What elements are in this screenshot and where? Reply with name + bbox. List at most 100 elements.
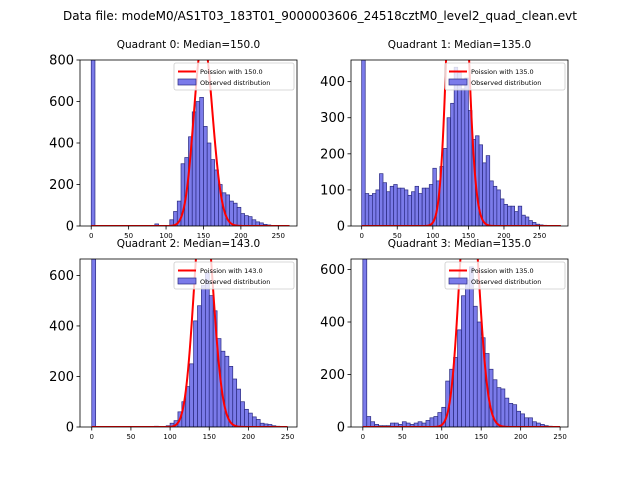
- histogram-bar: [193, 320, 198, 427]
- histogram-bar: [472, 305, 478, 427]
- histogram-bar: [228, 366, 234, 427]
- x-tick-label: 50: [124, 232, 133, 240]
- panel-title: Quadrant 1: Median=135.0: [388, 39, 531, 51]
- x-tick-label: 0: [89, 232, 93, 240]
- y-tick-label: 400: [320, 75, 345, 90]
- histogram-bar: [524, 216, 530, 226]
- histogram-bar: [393, 184, 398, 226]
- histogram-bar: [199, 96, 204, 226]
- x-tick-label: 150: [475, 433, 488, 441]
- y-tick-label: 0: [66, 421, 74, 436]
- y-tick-label: 0: [337, 421, 345, 436]
- histogram-bar: [206, 142, 212, 226]
- histogram-bar: [248, 412, 253, 427]
- poisson-curve: [91, 60, 290, 226]
- histogram-bar: [517, 205, 523, 226]
- histogram-bar: [457, 329, 462, 427]
- x-tick-label: 50: [393, 232, 402, 240]
- x-tick-label: 50: [398, 433, 407, 441]
- subplot-grid: 0 50 100 150 200 250 0 200 400 600 800 Quadrant 0: …: [49, 39, 569, 441]
- histogram-bar: [450, 102, 455, 226]
- plot-area: [91, 259, 288, 427]
- histogram-bar: [469, 266, 474, 427]
- y-tick-label: 400: [49, 137, 74, 152]
- poisson-curve: [91, 259, 288, 427]
- x-tick-label: 100: [159, 232, 172, 240]
- histogram-bar: [524, 417, 529, 427]
- histogram-bar: [418, 193, 423, 226]
- histogram-bar: [208, 295, 214, 427]
- legend-label-poisson: Poission with 135.0: [471, 68, 534, 76]
- histogram-bar: [516, 410, 522, 427]
- x-tick-label: 100: [163, 433, 176, 441]
- histogram-bar: [512, 404, 518, 427]
- histogram-bar: [404, 189, 409, 226]
- histogram-bar: [457, 72, 462, 226]
- x-tick-label: 150: [203, 433, 216, 441]
- quadrant-panel-0: 0 50 100 150 200 250 0 200 400 600 800 Quadrant 0: …: [49, 39, 298, 240]
- histogram-bar: [386, 191, 391, 226]
- x-tick-label: 250: [553, 433, 566, 441]
- histogram-bar: [521, 214, 526, 226]
- histogram-bar: [429, 417, 435, 427]
- histogram-bar: [204, 272, 210, 427]
- y-tick-label: 100: [320, 183, 345, 198]
- histogram-bar: [510, 205, 515, 226]
- legend-label-observed: Observed distribution: [200, 278, 270, 286]
- legend: Poission with 135.0 Observed distribution: [444, 261, 566, 290]
- legend-bar-swatch: [177, 78, 197, 86]
- histogram-bar: [407, 194, 412, 226]
- histogram-bar: [428, 184, 434, 226]
- histogram-bar: [489, 180, 494, 226]
- y-tick-label: 800: [49, 54, 74, 69]
- histogram-bar: [433, 416, 439, 427]
- histogram-bar: [240, 213, 245, 226]
- histogram-bar: [507, 205, 512, 226]
- legend-label-observed: Observed distribution: [471, 278, 541, 286]
- legend: Poission with 143.0 Observed distribution: [173, 261, 295, 290]
- histogram-bar: [203, 126, 208, 226]
- x-tick-label: 250: [533, 232, 546, 240]
- histogram-bar: [90, 60, 96, 226]
- y-tick-label: 0: [337, 220, 345, 235]
- legend-bar-swatch: [448, 78, 468, 86]
- histogram-bar: [476, 321, 482, 427]
- histogram-bar: [248, 216, 253, 226]
- axes-frame: [350, 258, 569, 428]
- histogram-bar: [460, 88, 466, 226]
- histogram-bar: [461, 295, 466, 427]
- legend: Poission with 135.0 Observed distribution: [444, 62, 566, 91]
- histogram-bar: [91, 259, 97, 427]
- y-tick-label: 400: [320, 316, 345, 331]
- legend-box: [173, 261, 295, 290]
- x-tick-label: 200: [514, 433, 527, 441]
- histogram-bar: [508, 403, 514, 427]
- legend-label-observed: Observed distribution: [200, 79, 270, 87]
- histogram-bar: [375, 189, 380, 226]
- histogram-bar: [379, 173, 384, 226]
- plot-area: [362, 259, 561, 427]
- panel-title: Quadrant 0: Median=150.0: [117, 39, 260, 51]
- histogram-bar: [197, 305, 202, 427]
- histogram-bar: [232, 378, 238, 427]
- panel-title: Quadrant 3: Median=135.0: [388, 238, 531, 250]
- y-tick-label: 600: [49, 269, 74, 284]
- histogram-bar: [465, 279, 470, 427]
- histogram-bar: [244, 215, 249, 226]
- x-tick-label: 250: [272, 232, 285, 240]
- y-tick-label: 200: [320, 147, 345, 162]
- quadrant-panel-2: 0 50 100 150 200 250 0 200 400 600 Quadrant 2: Med…: [49, 238, 298, 441]
- x-tick-label: 0: [361, 433, 365, 441]
- histogram-bar: [485, 155, 491, 226]
- histogram-bar: [389, 185, 395, 226]
- x-tick-label: 150: [462, 232, 475, 240]
- histogram-bar: [500, 388, 506, 427]
- histogram-bar: [492, 185, 498, 226]
- figure-title: Data file: modeM0/AS1T03_183T01_90000036…: [63, 9, 577, 23]
- panel-title: Quadrant 2: Median=143.0: [117, 238, 260, 250]
- histogram-bar: [496, 387, 502, 427]
- histogram-bar: [500, 198, 505, 226]
- histogram-bar: [446, 117, 451, 226]
- histogram-bar: [255, 419, 261, 427]
- histogram-bar: [414, 185, 419, 226]
